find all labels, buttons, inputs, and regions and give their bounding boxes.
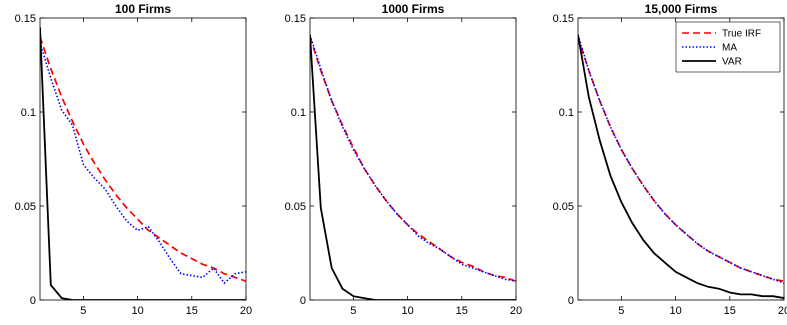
plot-area bbox=[39, 17, 247, 301]
x-tick-label: 5 bbox=[350, 305, 356, 317]
y-tick-label: 0.1 bbox=[559, 107, 574, 119]
legend-label: MA bbox=[722, 43, 737, 54]
legend-label: VAR bbox=[722, 57, 742, 68]
legend-label: True IRF bbox=[722, 29, 761, 40]
x-tick-label: 10 bbox=[669, 305, 681, 317]
y-tick-label: 0.1 bbox=[291, 107, 306, 119]
series-line-ma bbox=[578, 34, 784, 284]
y-tick-label: 0 bbox=[568, 295, 574, 307]
y-tick-label: 0.05 bbox=[285, 201, 306, 213]
y-tick-label: 0 bbox=[300, 295, 306, 307]
x-tick-label: 10 bbox=[401, 305, 413, 317]
x-tick-label: 20 bbox=[778, 305, 787, 317]
series-line-var bbox=[310, 34, 516, 300]
chart-panel-2: 1000 Firms 0 0.05 0.1 0.15 5 10 15 20 bbox=[285, 2, 523, 317]
plot-area bbox=[309, 17, 517, 301]
y-tick-label: 0.05 bbox=[15, 201, 36, 213]
chart-title: 15,000 Firms bbox=[645, 2, 718, 16]
series-line-true-irf bbox=[310, 36, 516, 283]
series-line-ma bbox=[310, 34, 516, 282]
y-tick-label: 0.1 bbox=[21, 107, 36, 119]
legend: True IRF MA VAR bbox=[675, 21, 781, 73]
y-tick-label: 0.15 bbox=[553, 13, 574, 25]
x-tick-label: 20 bbox=[240, 305, 252, 317]
chart-title: 1000 Firms bbox=[382, 2, 445, 16]
y-tick-label: 0.15 bbox=[285, 13, 306, 25]
chart-panel-1: 100 Firms 0 0.05 0.1 0.15 5 10 15 20 bbox=[15, 2, 253, 317]
x-tick-label: 5 bbox=[80, 305, 86, 317]
x-tick-label: 15 bbox=[724, 305, 736, 317]
chart-panel-3: 15,000 Firms 0 0.05 0.1 0.15 5 10 15 20 True IRF M… bbox=[553, 2, 787, 317]
x-tick-label: 5 bbox=[618, 305, 624, 317]
x-tick-label: 15 bbox=[186, 305, 198, 317]
y-tick-label: 0.05 bbox=[553, 201, 574, 213]
y-tick-label: 0.15 bbox=[15, 13, 36, 25]
chart-title: 100 Firms bbox=[115, 2, 171, 16]
y-tick-label: 0 bbox=[30, 295, 36, 307]
series-line-ma bbox=[40, 42, 246, 285]
x-tick-label: 20 bbox=[510, 305, 522, 317]
series-line-true-irf bbox=[40, 36, 246, 283]
x-tick-label: 15 bbox=[456, 305, 468, 317]
series-line-var bbox=[578, 34, 784, 299]
x-tick-label: 10 bbox=[131, 305, 143, 317]
